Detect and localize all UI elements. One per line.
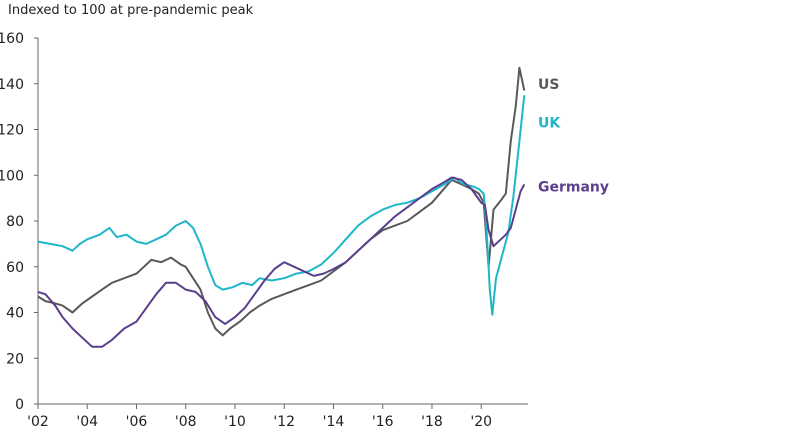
series-label-us: US: [538, 77, 559, 93]
series-line-us: [37, 66, 526, 337]
axes: 0 20 40 60 80 100 120 140 160 '02 '04 '06 '08 '10 '12 '…: [0, 31, 528, 430]
y-axis-title: Indexed to 100 at pre-pandemic peak: [8, 3, 254, 18]
series-lines: [37, 66, 526, 348]
x-tick-label: '18: [421, 414, 443, 430]
y-tick-label: 0: [15, 397, 24, 413]
x-tick-label: '10: [224, 414, 246, 430]
series-line-uk: [37, 95, 526, 316]
x-tick-label: '08: [175, 414, 197, 430]
x-tick-label: '20: [470, 414, 492, 430]
y-tick-label: 40: [6, 306, 24, 322]
y-tick-label: 120: [0, 123, 24, 139]
y-tick-label: 140: [0, 77, 24, 93]
y-tick-label: 60: [6, 260, 24, 276]
series-labels: US UK Germany: [538, 77, 609, 196]
x-tick-label: '04: [76, 414, 98, 430]
y-tick-label: 160: [0, 31, 24, 47]
series-label-germany: Germany: [538, 180, 609, 196]
series-line-germany: [37, 176, 526, 348]
y-tick-label: 20: [6, 351, 24, 367]
y-tick-label: 80: [6, 214, 24, 230]
series-label-uk: UK: [538, 116, 561, 132]
x-tick-label: '16: [372, 414, 394, 430]
x-tick-label: '02: [27, 414, 49, 430]
x-tick-label: '12: [273, 414, 295, 430]
x-tick-label: '06: [126, 414, 148, 430]
x-tick-label: '14: [323, 414, 345, 430]
y-tick-label: 100: [0, 168, 24, 184]
